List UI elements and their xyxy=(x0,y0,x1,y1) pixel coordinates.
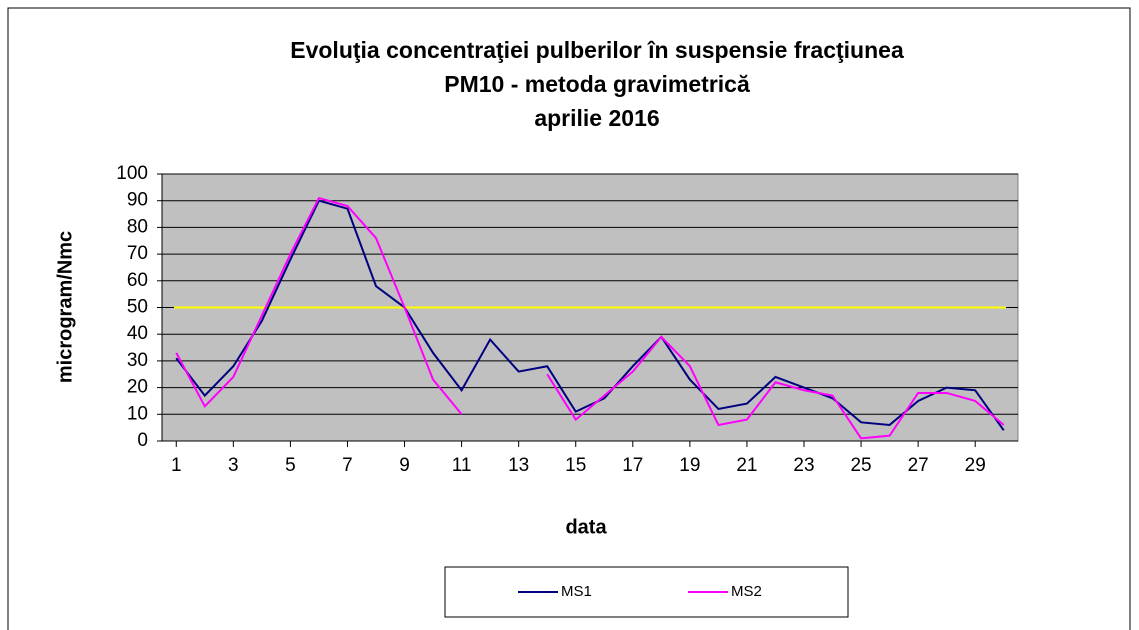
chart-border xyxy=(7,7,1131,630)
y-tick-label: 30 xyxy=(127,350,148,371)
x-tick-label: 9 xyxy=(399,455,410,476)
x-tick-label: 29 xyxy=(965,455,986,476)
x-tick-label: 3 xyxy=(228,455,239,476)
y-tick-label: 0 xyxy=(137,430,148,451)
legend-label: MS1 xyxy=(561,583,592,600)
x-axis-label: data xyxy=(565,516,607,538)
legend-label: MS2 xyxy=(731,583,762,600)
x-tick-label: 7 xyxy=(342,455,353,476)
x-tick-label: 15 xyxy=(565,455,586,476)
x-tick-label: 5 xyxy=(285,455,296,476)
x-tick-label: 19 xyxy=(679,455,700,476)
y-tick-label: 80 xyxy=(127,216,148,237)
y-tick-label: 60 xyxy=(127,270,148,291)
x-tick-label: 25 xyxy=(850,455,871,476)
x-tick-label: 17 xyxy=(622,455,643,476)
chart-title: PM10 - metoda gravimetrică xyxy=(444,71,750,97)
y-tick-label: 50 xyxy=(127,297,148,318)
x-tick-label: 11 xyxy=(452,455,472,476)
x-tick-label: 27 xyxy=(908,455,929,476)
series-line xyxy=(175,199,1005,431)
legend-box xyxy=(444,566,849,618)
x-tick-label: 21 xyxy=(736,455,757,476)
chart-title: Evoluţia concentraţiei pulberilor în sus… xyxy=(290,37,904,63)
y-tick-label: 10 xyxy=(127,403,148,424)
y-tick-label: 70 xyxy=(127,243,148,264)
y-tick-label: 90 xyxy=(127,190,148,211)
y-tick-label: 20 xyxy=(127,377,148,398)
x-tick-label: 23 xyxy=(793,455,814,476)
x-tick-label: 1 xyxy=(171,455,182,476)
y-axis-label: microgram/Nmc xyxy=(54,231,76,383)
chart-title: aprilie 2016 xyxy=(534,105,659,131)
y-tick-label: 100 xyxy=(116,163,148,184)
x-tick-label: 13 xyxy=(508,455,529,476)
series-line xyxy=(175,196,1005,440)
y-tick-label: 40 xyxy=(127,323,148,344)
